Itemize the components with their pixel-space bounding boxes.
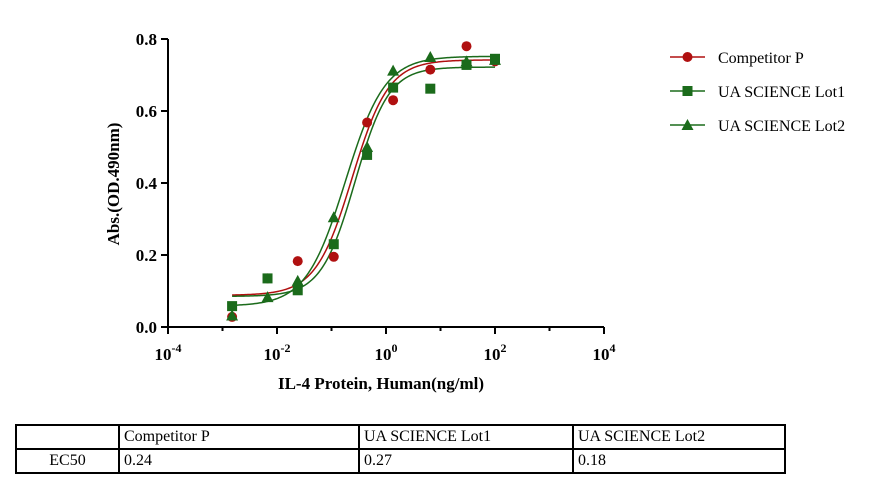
- y-tick-label: 0.2: [136, 246, 157, 265]
- triangle-point: [489, 53, 501, 65]
- square-point: [328, 239, 339, 250]
- triangle-point: [387, 64, 400, 76]
- y-tick-label: 0.4: [136, 174, 158, 193]
- circle-point: [425, 64, 436, 75]
- data-points: [226, 41, 501, 322]
- y-tick-label: 0.6: [136, 102, 157, 121]
- circle-point: [461, 41, 472, 52]
- y-tick-label: 0.8: [136, 30, 157, 49]
- x-tick-label: 10-4: [155, 341, 182, 364]
- table-header-cell: UA SCIENCE Lot1: [358, 424, 574, 450]
- table-header-row: Competitor P UA SCIENCE Lot1 UA SCIENCE …: [15, 424, 786, 450]
- legend-marker: [682, 86, 693, 96]
- circle-point: [362, 117, 373, 128]
- ec50-chart: 0.0 0.2 0.4 0.6 0.8 10-4 10-2 100 102 104 Competi…: [104, 30, 845, 393]
- legend-marker: [681, 119, 694, 130]
- axes: 0.0 0.2 0.4 0.6 0.8 10-4 10-2 100 102 104: [136, 30, 616, 364]
- square-point: [292, 285, 303, 296]
- x-tick-label: 104: [593, 341, 616, 364]
- triangle-point: [291, 274, 304, 286]
- x-axis-title: IL-4 Protein, Human(ng/ml): [278, 374, 484, 393]
- circle-point: [328, 251, 339, 262]
- square-point: [362, 149, 373, 160]
- legend-label: UA SCIENCE Lot2: [718, 118, 845, 135]
- table-cell: 0.27: [358, 448, 574, 474]
- fit-curve-3: [232, 55, 496, 307]
- table-row-label: EC50: [15, 448, 120, 474]
- x-tick-label: 10-2: [264, 341, 291, 364]
- ec50-table: Competitor P UA SCIENCE Lot1 UA SCIENCE …: [15, 424, 786, 474]
- triangle-point: [361, 141, 374, 152]
- table-row: EC50 0.24 0.27 0.18: [15, 448, 786, 474]
- table-cell: 0.18: [572, 448, 786, 474]
- triangle-point: [226, 309, 239, 321]
- triangle-point: [424, 51, 437, 62]
- y-axis-title: Abs.(OD.490nm): [104, 123, 123, 246]
- table-cell: 0.24: [118, 448, 360, 474]
- x-tick-label: 102: [484, 341, 507, 364]
- circle-point: [292, 256, 303, 267]
- triangle-point: [327, 211, 340, 223]
- fit-curve-2: [232, 66, 495, 297]
- square-point: [388, 82, 399, 93]
- square-point: [262, 273, 273, 284]
- legend-marker: [682, 52, 693, 62]
- table-header-cell: UA SCIENCE Lot2: [572, 424, 786, 450]
- legend: Competitor P UA SCIENCE Lot1 UA SCIENCE Lo…: [670, 50, 845, 135]
- y-tick-label: 0.0: [136, 318, 157, 337]
- table-header-cell: [15, 424, 120, 450]
- square-point: [227, 301, 238, 312]
- triangle-point: [261, 291, 274, 303]
- square-point: [425, 83, 436, 94]
- fit-curve-1: [232, 59, 496, 296]
- table-header-cell: Competitor P: [118, 424, 360, 450]
- legend-label: Competitor P: [718, 50, 804, 67]
- legend-label: UA SCIENCE Lot1: [718, 84, 845, 101]
- circle-point: [388, 95, 399, 106]
- triangle-point: [460, 55, 473, 67]
- x-tick-label: 100: [375, 341, 398, 364]
- fit-curves: [232, 55, 496, 307]
